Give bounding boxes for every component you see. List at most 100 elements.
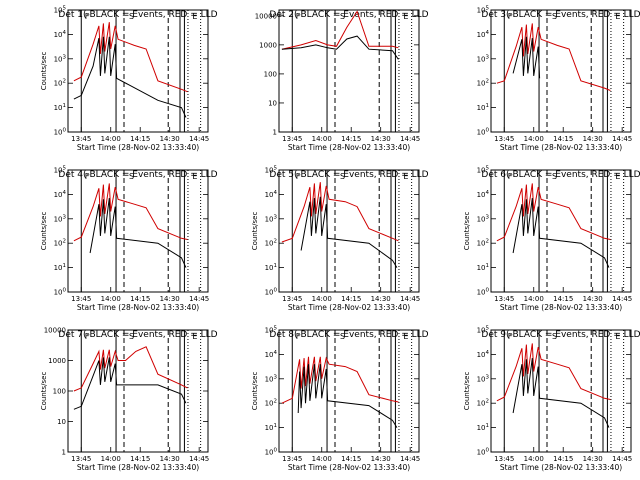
- x-tick-label: 13:45: [71, 455, 91, 463]
- x-tick-label: 14:15: [553, 295, 573, 303]
- y-tick-label: 103: [265, 214, 278, 223]
- x-tick-label: 14:30: [583, 135, 603, 143]
- x-tick-label: 14:15: [341, 135, 361, 143]
- panel-det-6: Det 6(-BLACK = Events, RED = LLD 100 101 10…: [463, 166, 640, 313]
- y-tick-label: 103: [54, 214, 67, 223]
- interval-marker-F: F: [85, 172, 90, 181]
- y-tick-label: 100: [54, 128, 67, 137]
- y-tick-label: 10000: [44, 327, 66, 335]
- events-series-line: [73, 36, 187, 118]
- panel-title: Det 4(-BLACK = Events, RED = LLD: [58, 170, 217, 180]
- panel-title: Det 2(-BLACK = Events, RED = LLD: [269, 10, 428, 20]
- x-axis-label: Start Time (28-Nov-02 13:33:40): [77, 303, 199, 312]
- panel-det-5: Det 5(-BLACK = Events, RED = LLD 100 101 10…: [251, 166, 429, 313]
- x-tick-label: 13:45: [494, 135, 514, 143]
- y-tick-label: 105: [477, 166, 490, 175]
- lld-series-line: [281, 182, 399, 243]
- plot-frame: [67, 169, 209, 293]
- x-tick-label: 13:45: [494, 295, 514, 303]
- y-tick-label: 101: [477, 263, 489, 272]
- interval-marker-F: F: [296, 332, 301, 341]
- interval-marker-S: S: [552, 12, 557, 21]
- lld-series-line: [496, 343, 611, 402]
- y-tick-label: 101: [477, 423, 489, 432]
- x-tick-label: 14:00: [524, 135, 544, 143]
- y-tick-label: 105: [477, 6, 490, 15]
- y-tick-label: 105: [265, 326, 278, 335]
- y-tick-label: 10: [268, 99, 277, 107]
- interval-marker-S: S: [340, 172, 345, 181]
- y-tick-label: 1000: [48, 357, 66, 365]
- x-tick-label: 14:00: [101, 135, 121, 143]
- events-series-line: [512, 198, 610, 268]
- lld-series-line: [73, 22, 188, 93]
- x-tick-label: 14:45: [189, 455, 209, 463]
- events-series-line: [281, 35, 399, 60]
- y-tick-label: 102: [265, 399, 277, 408]
- y-tick-label: 104: [265, 190, 278, 199]
- y-tick-label: 100: [477, 128, 490, 137]
- x-tick-label: 14:15: [341, 455, 361, 463]
- y-tick-label: 102: [54, 79, 66, 88]
- interval-marker-S: S: [552, 172, 557, 181]
- plot-frame: [278, 9, 420, 133]
- y-tick-label: 10: [57, 418, 66, 426]
- panel-det-4: Det 4(-BLACK = Events, RED = LLD 100 101 10…: [40, 166, 218, 313]
- y-axis-label: Counts/sec: [40, 212, 48, 251]
- y-tick-label: 104: [265, 350, 278, 359]
- lld-series-line: [73, 183, 188, 242]
- x-tick-label: 14:45: [400, 135, 420, 143]
- lld-series-line: [496, 23, 611, 91]
- y-tick-label: 1: [62, 449, 66, 457]
- lld-series-line: [496, 183, 611, 242]
- y-tick-label: 102: [54, 239, 66, 248]
- panel-title: Det 9(-BLACK = Events, RED = LLD: [481, 330, 640, 340]
- y-tick-label: 1: [273, 129, 277, 137]
- x-tick-label: 14:15: [341, 295, 361, 303]
- y-axis-label: Counts/sec: [251, 372, 259, 411]
- x-tick-label: 13:45: [71, 135, 91, 143]
- events-series-line: [297, 364, 398, 428]
- interval-marker-E: E: [192, 332, 197, 341]
- x-tick-label: 14:00: [312, 455, 332, 463]
- panel-title: Det 8(-BLACK = Events, RED = LLD: [269, 330, 428, 340]
- interval-marker-E: E: [615, 12, 620, 21]
- panel-title: Det 1(-BLACK = Events, RED = LLD: [58, 10, 217, 20]
- interval-marker-F: F: [508, 12, 513, 21]
- interval-marker-F: F: [508, 172, 513, 181]
- x-tick-label: 14:00: [312, 295, 332, 303]
- y-axis-label: Counts/sec: [463, 212, 471, 251]
- interval-marker-S: S: [129, 172, 134, 181]
- y-tick-label: 102: [265, 239, 277, 248]
- lld-series-line: [281, 10, 399, 50]
- lld-series-line: [281, 356, 399, 404]
- interval-marker-F: F: [296, 172, 301, 181]
- panel-det-8: Det 8(-BLACK = Events, RED = LLD 100 101 10…: [251, 326, 429, 473]
- x-tick-label: 14:15: [130, 135, 150, 143]
- events-series-line: [73, 357, 187, 410]
- x-tick-label: 14:15: [553, 455, 573, 463]
- x-tick-label: 13:45: [282, 455, 302, 463]
- events-series-line: [512, 358, 610, 428]
- plot-frame: [278, 169, 420, 293]
- events-series-line: [512, 36, 541, 79]
- x-tick-label: 14:30: [583, 295, 603, 303]
- y-tick-label: 100: [477, 448, 490, 457]
- x-tick-label: 14:00: [524, 295, 544, 303]
- x-axis-label: Start Time (28-Nov-02 13:33:40): [77, 463, 199, 472]
- x-tick-label: 14:00: [101, 295, 121, 303]
- x-tick-label: 14:45: [400, 455, 420, 463]
- x-tick-label: 14:45: [189, 135, 209, 143]
- interval-marker-F: F: [85, 12, 90, 21]
- x-tick-label: 14:15: [130, 295, 150, 303]
- plot-frame: [67, 329, 209, 453]
- plot-frame: [67, 9, 209, 133]
- y-tick-label: 102: [477, 79, 489, 88]
- x-tick-label: 14:45: [612, 135, 632, 143]
- x-tick-label: 14:30: [371, 455, 391, 463]
- y-tick-label: 102: [477, 399, 489, 408]
- interval-marker-E: E: [192, 12, 197, 21]
- interval-marker-E: E: [403, 332, 408, 341]
- y-axis-label: Counts/sec: [40, 52, 48, 91]
- interval-marker-E: E: [403, 172, 408, 181]
